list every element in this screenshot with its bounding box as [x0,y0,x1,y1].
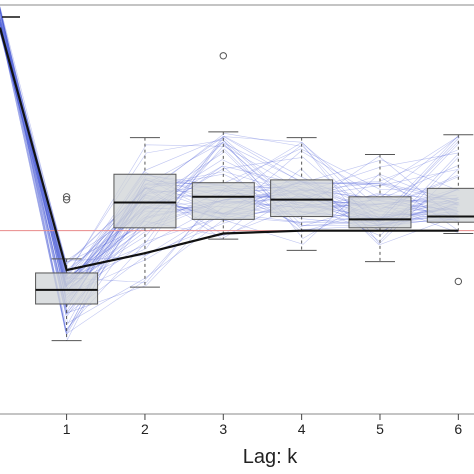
trajectory-line [0,11,460,308]
trajectory-line [0,28,458,289]
trajectory-line [0,10,458,279]
box-iqr [348,196,412,229]
trajectory-line [0,31,459,287]
x-tick-label: 6 [454,421,462,437]
x-tick-label: 3 [219,421,227,437]
trajectory-line [0,7,458,331]
box-1 [35,193,99,342]
trajectory-line [0,10,459,287]
trajectory-line [0,10,460,314]
box-3 [191,52,255,240]
box-5 [348,153,412,263]
box-iqr [270,179,334,218]
trajectory-line [0,12,460,278]
x-axis-ticks: 1 2 3 4 5 6 [63,414,462,437]
plot-frame [0,4,474,415]
trajectory-line [0,30,458,266]
box-6 [426,134,474,286]
outlier-point [454,277,463,286]
x-axis-label: Lag: k [243,446,298,468]
boxplot-group [35,52,474,342]
box-2 [113,137,177,288]
trajectory-line [0,17,460,287]
box-4 [270,137,334,251]
trajectory-line [0,32,460,281]
x-tick-label: 2 [141,421,149,437]
trajectory-line [0,19,459,292]
mean-line [0,27,459,272]
trajectory-line [0,11,460,315]
trajectory-line [0,29,457,295]
box-iqr [191,182,255,220]
outlier-point [219,52,227,60]
box-iqr [113,173,177,229]
trajectory-line [0,15,458,291]
trajectory-line [0,27,458,262]
trajectory-line [0,33,460,283]
trajectory-line [0,8,460,285]
trajectory-line [0,32,460,291]
trajectory-line [0,15,459,305]
mean-line-group [0,27,459,272]
x-tick-label: 4 [298,421,306,437]
trajectory-line [0,22,460,286]
outlier-point [62,193,71,201]
outlier-point [62,195,71,204]
trajectory-line [0,17,459,284]
trajectory-line [0,7,460,296]
x-tick-label: 5 [376,421,384,437]
box-iqr [35,272,99,305]
trajectory-line [0,26,459,289]
x-tick-label: 1 [63,421,71,437]
trajectory-line [0,22,458,280]
